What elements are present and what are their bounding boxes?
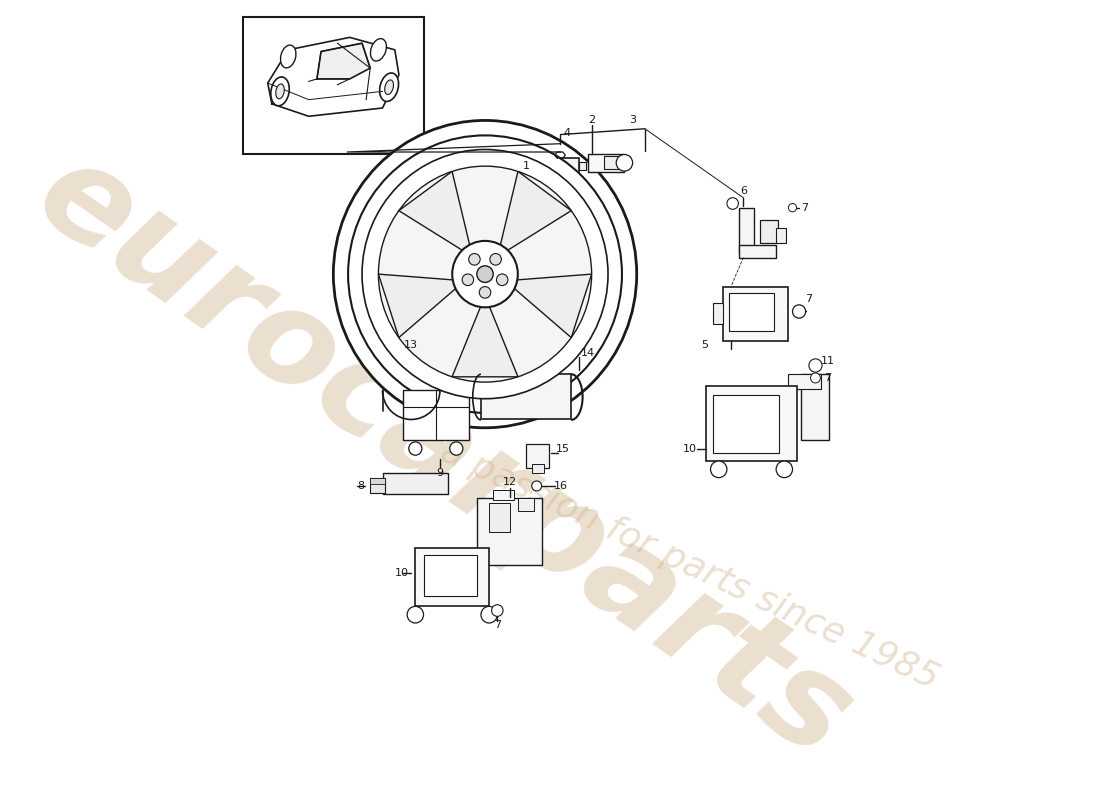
Bar [789, 374, 822, 389]
Circle shape [616, 154, 632, 171]
Text: 10: 10 [683, 443, 697, 454]
Circle shape [348, 135, 622, 413]
Circle shape [531, 481, 541, 491]
Polygon shape [515, 274, 592, 338]
Circle shape [711, 461, 727, 478]
Ellipse shape [371, 38, 386, 61]
Bar [371, 478, 385, 493]
Circle shape [811, 373, 821, 383]
Bar [777, 229, 786, 243]
Ellipse shape [379, 73, 398, 102]
Text: 5: 5 [702, 340, 708, 350]
Text: 8: 8 [356, 481, 364, 491]
Polygon shape [452, 307, 518, 377]
Bar [243, 17, 424, 154]
Circle shape [476, 266, 493, 282]
Polygon shape [378, 274, 455, 338]
Circle shape [409, 442, 422, 455]
Circle shape [462, 274, 474, 286]
Circle shape [362, 150, 608, 398]
Polygon shape [399, 171, 470, 250]
Polygon shape [317, 43, 371, 79]
Bar [713, 394, 779, 453]
Text: 11: 11 [821, 356, 835, 366]
Circle shape [333, 121, 637, 428]
Text: 6: 6 [740, 186, 747, 196]
Circle shape [469, 254, 481, 265]
Circle shape [789, 203, 796, 212]
Ellipse shape [271, 77, 289, 106]
Text: 1: 1 [522, 161, 529, 171]
Circle shape [492, 605, 503, 616]
Circle shape [378, 166, 592, 382]
Text: 4: 4 [563, 128, 571, 138]
Ellipse shape [385, 80, 394, 94]
Circle shape [407, 606, 424, 623]
Circle shape [808, 359, 822, 372]
Text: 14: 14 [581, 348, 595, 358]
Text: eurocarparts: eurocarparts [13, 129, 875, 785]
Circle shape [727, 198, 738, 210]
Bar [403, 390, 469, 440]
Circle shape [480, 286, 491, 298]
Bar [801, 374, 829, 440]
Circle shape [792, 305, 805, 318]
Text: 9: 9 [437, 469, 443, 478]
Bar [476, 498, 542, 565]
Ellipse shape [280, 45, 296, 68]
Bar [383, 474, 448, 494]
Bar [760, 220, 778, 243]
Bar [518, 498, 535, 511]
Bar [587, 154, 625, 172]
Circle shape [452, 241, 518, 307]
Circle shape [496, 274, 508, 286]
Text: 7: 7 [801, 202, 808, 213]
Circle shape [450, 442, 463, 455]
Ellipse shape [276, 84, 284, 98]
Bar [493, 490, 514, 500]
Bar [416, 548, 490, 606]
Bar [526, 444, 549, 468]
Bar [739, 208, 754, 254]
Bar [531, 463, 544, 474]
Bar [729, 294, 774, 330]
Bar [604, 156, 618, 170]
Text: 16: 16 [554, 481, 569, 491]
Bar [723, 286, 789, 341]
Text: 2: 2 [588, 115, 595, 126]
Circle shape [490, 254, 502, 265]
Text: 7: 7 [824, 373, 832, 383]
Bar [371, 478, 385, 484]
Bar [713, 303, 723, 324]
Polygon shape [500, 171, 571, 250]
Bar [706, 386, 796, 461]
Bar [424, 555, 476, 597]
Bar [739, 245, 777, 258]
Text: 7: 7 [805, 294, 813, 304]
Bar [490, 502, 509, 532]
Circle shape [777, 461, 792, 478]
Bar [481, 374, 571, 419]
Text: 7: 7 [494, 620, 501, 630]
Text: 12: 12 [503, 477, 517, 486]
Text: 13: 13 [404, 340, 418, 350]
Text: 10: 10 [395, 568, 408, 578]
Bar [580, 162, 586, 170]
Text: 15: 15 [556, 443, 570, 454]
Bar [551, 158, 580, 174]
Text: 3: 3 [629, 115, 636, 126]
Text: a passion for parts since 1985: a passion for parts since 1985 [436, 434, 945, 695]
Circle shape [481, 606, 497, 623]
